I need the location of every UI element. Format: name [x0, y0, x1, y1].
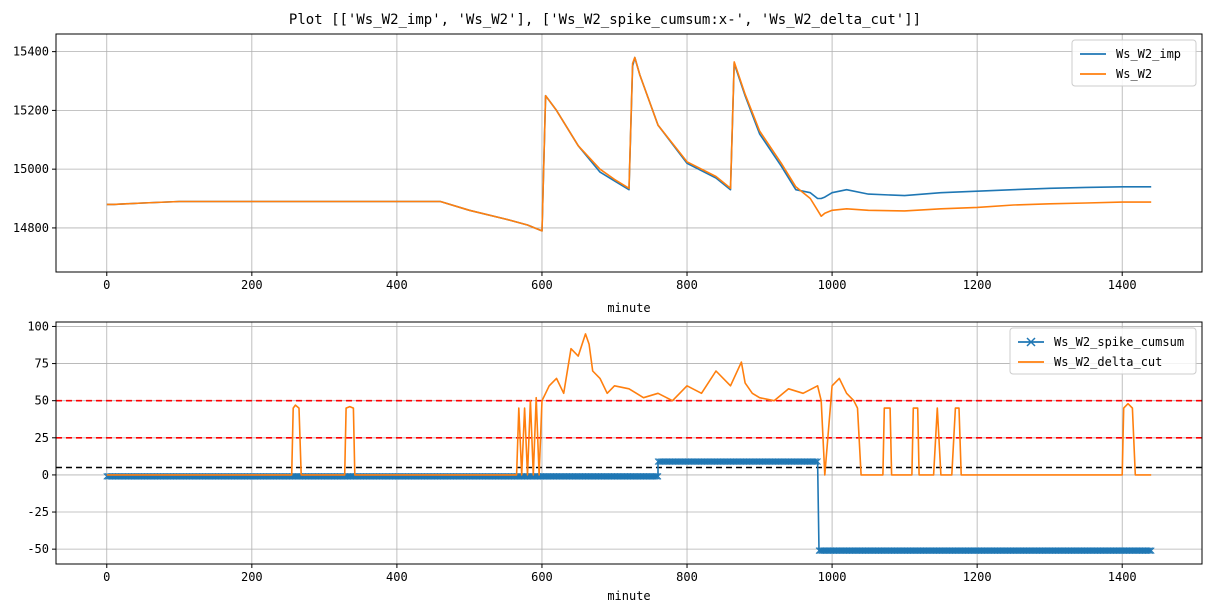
- series-ws-w2-imp: [106, 56, 1152, 232]
- bottom-x-tick-label: 600: [531, 570, 553, 584]
- bottom-y-tick-label: 100: [27, 319, 49, 333]
- bottom-y-tick-label: 25: [35, 431, 49, 445]
- top-series-lines: [106, 56, 1152, 232]
- top-x-tick-label: 600: [531, 278, 553, 292]
- top-x-tick-label: 1000: [818, 278, 847, 292]
- bottom-plot: 0 200 400 600 800 1000 1200 1400 -50 -25 0 25 50 75 1…: [27, 319, 1203, 603]
- top-x-tick-label: 0: [103, 278, 110, 292]
- top-y-tick-label: 14800: [13, 221, 49, 235]
- series-ws-w2-delta-cut: [106, 333, 1152, 476]
- bottom-y-tick-label: 0: [42, 468, 49, 482]
- marker-ws-w2-spike-cumsum: [653, 473, 660, 480]
- bottom-y-tick-label: -25: [27, 505, 49, 519]
- top-legend: Ws_W2_imp Ws_W2: [1071, 39, 1197, 87]
- top-y-tick-label: 15000: [13, 162, 49, 176]
- marker-ws-w2-spike-cumsum: [1144, 547, 1152, 554]
- top-x-tick-label: 400: [386, 278, 408, 292]
- bottom-y-tick-label: 50: [35, 394, 49, 408]
- top-y-ticks: 14800 15000 15200 15400: [13, 45, 56, 235]
- bottom-x-tick-label: 1400: [1108, 570, 1137, 584]
- top-x-tick-label: 1400: [1108, 278, 1137, 292]
- marker-ws-w2-spike-cumsum: [1147, 547, 1155, 554]
- bottom-axes-frame: [55, 321, 1203, 565]
- legend-label-ws-w2-spike-cumsum: Ws_W2_spike_cumsum: [1054, 335, 1184, 349]
- top-axes-frame: [55, 33, 1203, 273]
- bottom-legend-box: [1009, 327, 1197, 375]
- marker-ws-w2-spike-cumsum: [811, 458, 819, 465]
- top-plot: 0 200 400 600 800 1000 1200 1400 14800 15000 1520…: [13, 33, 1203, 315]
- top-x-ticks: 0 200 400 600 800 1000 1200 1400: [103, 272, 1137, 292]
- top-x-tick-label: 200: [241, 278, 263, 292]
- marker-ws-w2-spike-cumsum: [651, 473, 659, 480]
- marker-ws-w2-spike-cumsum: [1146, 547, 1154, 554]
- top-y-tick-label: 15400: [13, 45, 49, 59]
- legend-label-ws-w2-delta-cut: Ws_W2_delta_cut: [1054, 355, 1162, 369]
- bottom-x-tick-label: 0: [103, 570, 110, 584]
- bottom-y-tick-label: 75: [35, 357, 49, 371]
- top-y-tick-label: 15200: [13, 103, 49, 117]
- legend-label-ws-w2: Ws_W2: [1116, 67, 1152, 81]
- bottom-y-tick-label: -50: [27, 542, 49, 556]
- marker-ws-w2-spike-cumsum: [654, 473, 662, 480]
- series-ws-w2: [106, 56, 1152, 232]
- top-grid: [56, 34, 1202, 272]
- bottom-x-tick-label: 200: [241, 570, 263, 584]
- bottom-x-tick-label: 1200: [963, 570, 992, 584]
- bottom-x-tick-label: 1000: [818, 570, 847, 584]
- bottom-x-axis-label: minute: [607, 589, 650, 603]
- bottom-y-ticks: -50 -25 0 25 50 75 100: [27, 319, 56, 556]
- top-x-axis-label: minute: [607, 301, 650, 315]
- marker-ws-w2-spike-cumsum: [812, 458, 820, 465]
- bottom-x-tick-label: 800: [676, 570, 698, 584]
- bottom-x-tick-label: 400: [386, 570, 408, 584]
- bottom-series-lines: [103, 333, 1155, 554]
- legend-label-ws-w2-imp: Ws_W2_imp: [1116, 47, 1181, 61]
- bottom-x-ticks: 0 200 400 600 800 1000 1200 1400: [103, 564, 1137, 584]
- figure-title: Plot [['Ws_W2_imp', 'Ws_W2'], ['Ws_W2_sp…: [289, 12, 921, 28]
- marker-ws-w2-spike-cumsum: [814, 458, 821, 465]
- legend-marker-ws-w2-spike-cumsum: [1026, 337, 1036, 347]
- top-x-tick-label: 800: [676, 278, 698, 292]
- bottom-reference-lines: [56, 399, 1202, 469]
- bottom-legend: Ws_W2_spike_cumsum Ws_W2_delta_cut: [1009, 327, 1197, 375]
- top-x-tick-label: 1200: [963, 278, 992, 292]
